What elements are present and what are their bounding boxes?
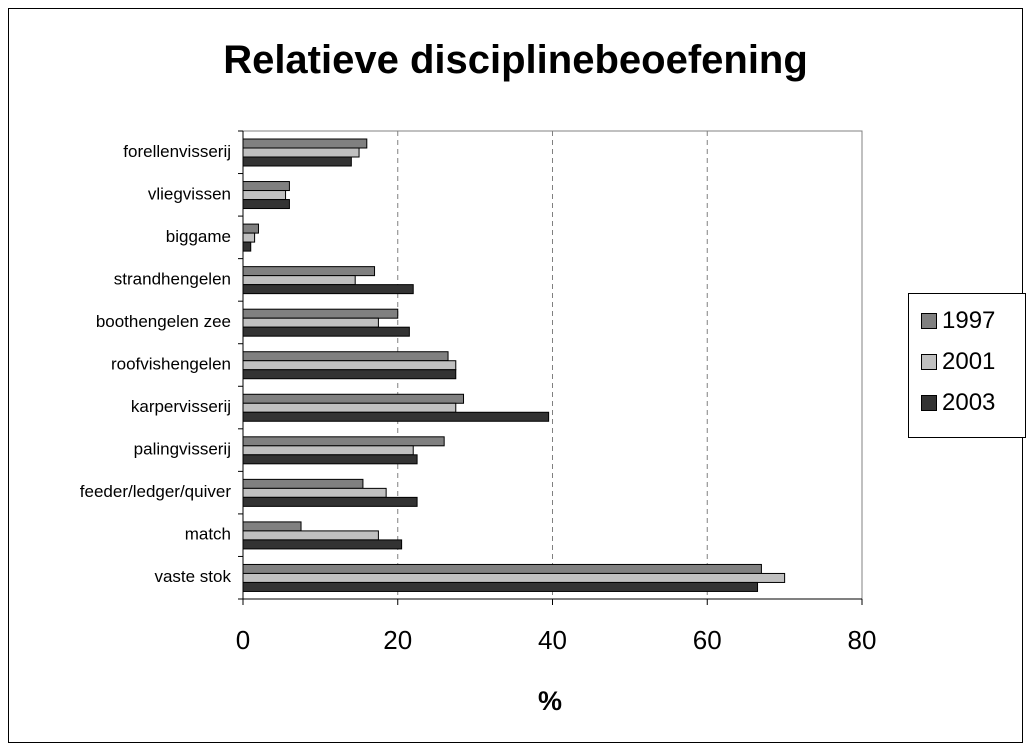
category-label-6: karpervisserij bbox=[131, 397, 231, 416]
bar-1997-1 bbox=[242, 181, 290, 192]
x-tick-label-1: 20 bbox=[383, 625, 412, 655]
bar-2001-0 bbox=[242, 147, 360, 158]
category-label-5: roofvishengelen bbox=[111, 354, 231, 373]
chart-title: Relatieve disciplinebeoefening bbox=[223, 38, 808, 82]
bar-2003-7 bbox=[242, 454, 418, 465]
bar-1997-0 bbox=[242, 138, 368, 149]
bar-2001-8 bbox=[242, 487, 387, 498]
bar-1997-10 bbox=[242, 563, 762, 574]
legend-item-1997: 1997 bbox=[921, 306, 995, 336]
axes bbox=[238, 130, 863, 605]
category-label-10: vaste stok bbox=[154, 567, 231, 586]
bar-2001-1 bbox=[242, 190, 287, 201]
category-label-0: forellenvisserij bbox=[123, 142, 231, 161]
bar-2001-4 bbox=[242, 317, 379, 328]
x-tick-label-4: 80 bbox=[848, 625, 877, 655]
axis-labels: forellenvisserij vliegvissen biggame strand… bbox=[80, 142, 877, 655]
category-label-8: feeder/ledger/quiver bbox=[80, 482, 232, 501]
bar-2001-5 bbox=[242, 360, 457, 371]
bar-2003-8 bbox=[242, 496, 418, 507]
category-label-1: vliegvissen bbox=[148, 184, 231, 203]
legend-item-2003: 2003 bbox=[921, 388, 995, 418]
legend-swatch-1997 bbox=[921, 313, 937, 329]
bar-1997-6 bbox=[242, 393, 465, 404]
bar-1997-3 bbox=[242, 266, 376, 277]
bar-2003-2 bbox=[242, 241, 252, 252]
bar-2001-9 bbox=[242, 530, 379, 541]
bar-2001-7 bbox=[242, 445, 414, 456]
bar-1997-4 bbox=[242, 308, 399, 319]
bar-2003-0 bbox=[242, 156, 352, 167]
bar-2003-10 bbox=[242, 581, 759, 592]
legend: 1997 2001 2003 bbox=[908, 293, 1026, 438]
bar-1997-7 bbox=[242, 436, 445, 447]
bar-1997-5 bbox=[242, 351, 449, 362]
bar-2003-1 bbox=[242, 199, 290, 210]
category-label-2: biggame bbox=[166, 227, 231, 246]
bar-2001-10 bbox=[242, 572, 786, 583]
bar-2001-2 bbox=[242, 232, 256, 243]
bar-2001-6 bbox=[242, 402, 457, 413]
bar-2003-9 bbox=[242, 539, 403, 550]
x-tick-label-3: 60 bbox=[693, 625, 722, 655]
category-label-7: palingvisserij bbox=[134, 440, 231, 459]
legend-swatch-2003 bbox=[921, 395, 937, 411]
bar-2003-4 bbox=[242, 326, 410, 337]
bar-2003-5 bbox=[242, 369, 457, 380]
category-label-3: strandhengelen bbox=[114, 269, 231, 288]
bar-1997-9 bbox=[242, 521, 302, 532]
bar-2001-3 bbox=[242, 275, 356, 286]
bar-2003-6 bbox=[242, 411, 550, 422]
bar-1997-8 bbox=[242, 478, 364, 489]
legend-item-2001: 2001 bbox=[921, 347, 995, 377]
bars bbox=[242, 138, 786, 592]
legend-label-2001: 2001 bbox=[942, 348, 996, 375]
bar-1997-2 bbox=[242, 223, 259, 234]
category-label-4: boothengelen zee bbox=[96, 312, 231, 331]
x-tick-label-0: 0 bbox=[236, 625, 250, 655]
category-label-9: match bbox=[185, 525, 231, 544]
legend-swatch-2001 bbox=[921, 354, 937, 370]
bar-2003-3 bbox=[242, 284, 414, 295]
legend-label-2003: 2003 bbox=[942, 389, 996, 416]
x-tick-label-2: 40 bbox=[538, 625, 567, 655]
x-axis-title: % bbox=[538, 686, 562, 716]
legend-label-1997: 1997 bbox=[942, 307, 996, 334]
